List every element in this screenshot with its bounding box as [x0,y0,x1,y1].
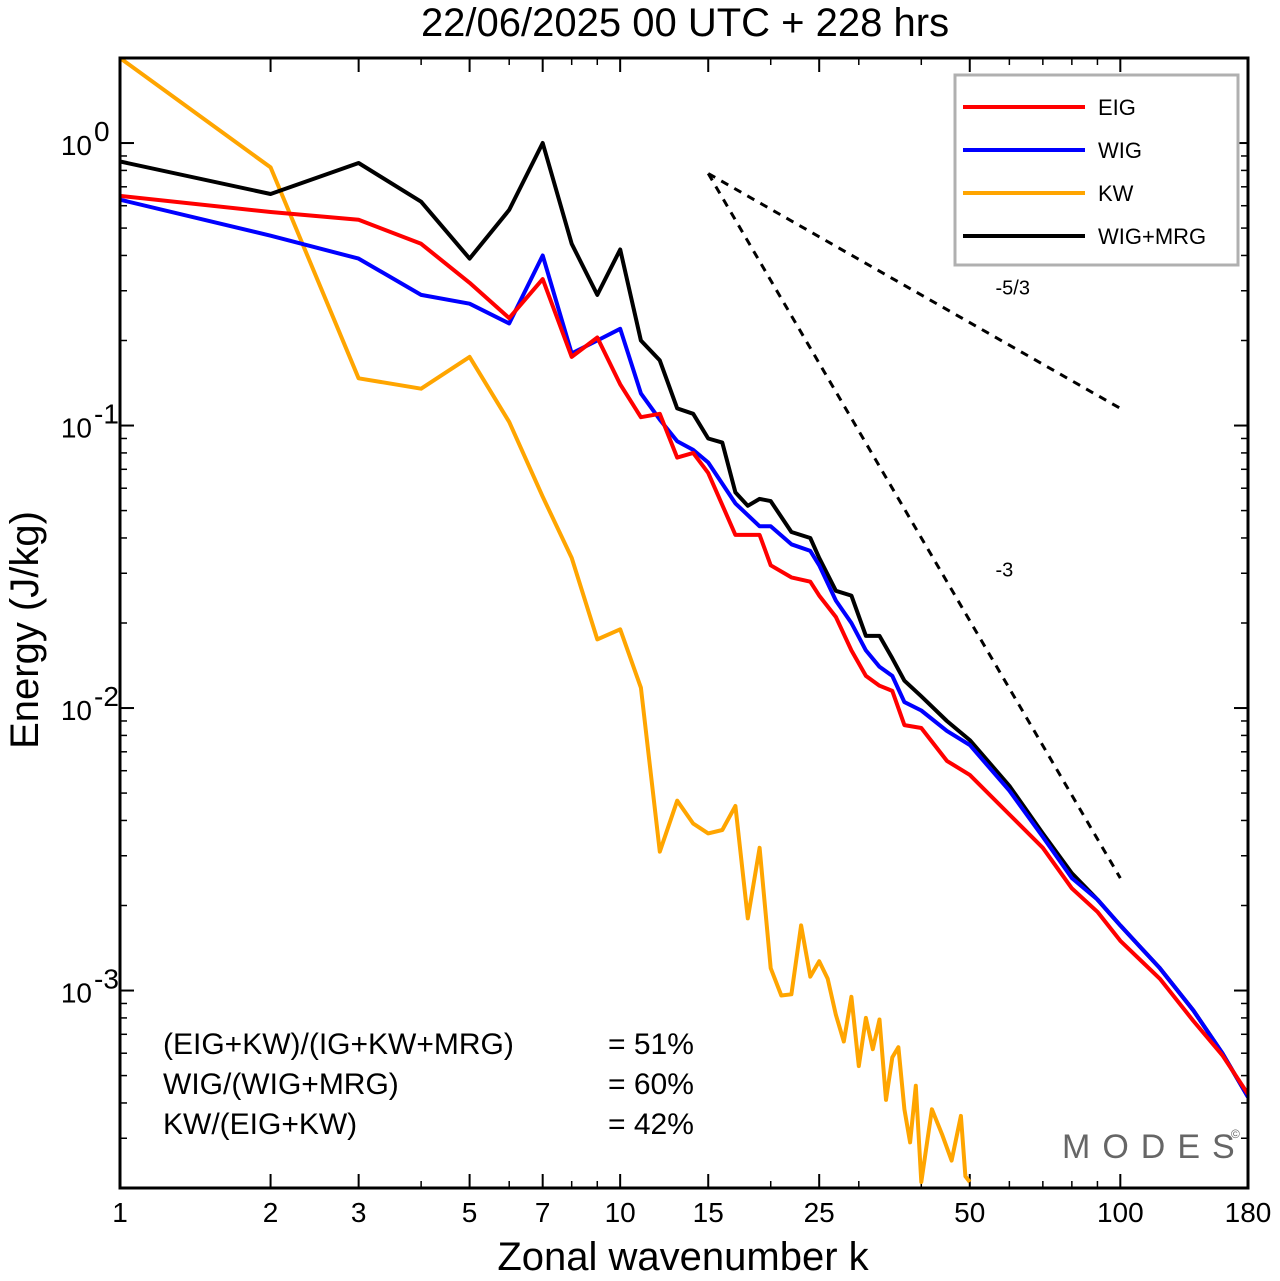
stat-value: = 51% [608,1028,694,1061]
y-tick-exponent: -1 [94,399,119,430]
x-tick-label: 50 [954,1197,985,1228]
stats-annotations: (EIG+KW)/(IG+KW+MRG) = 51% WIG/(WIG+MRG) = … [163,1028,694,1141]
plot-frame [118,56,1250,1190]
y-tick-label: 10 [61,413,92,444]
stat-value: = 60% [608,1068,694,1101]
logo-text: MODES [1062,1128,1247,1166]
legend-label: KW [1098,181,1134,206]
stat-label: WIG/(WIG+MRG) [163,1068,399,1101]
series-line-wig [120,197,1248,1099]
y-tick-label: 10 [61,130,92,161]
stat-value: = 42% [608,1108,694,1141]
chart-title: 22/06/2025 00 UTC + 228 hrs [421,1,949,45]
x-tick-label: 25 [804,1197,835,1228]
reference-slopes: -5/3 -3 [706,172,1122,879]
stat-label: (EIG+KW)/(IG+KW+MRG) [163,1028,514,1061]
x-tick-label: 7 [535,1197,551,1228]
legend-label: WIG [1098,138,1142,163]
y-axis-label: Energy (J/kg) [3,511,47,749]
legend-label: EIG [1098,95,1136,120]
reference-line [707,172,1122,410]
x-tick-label: 15 [693,1197,724,1228]
legend-label: WIG+MRG [1098,224,1206,249]
y-tick-exponent: -2 [94,681,119,712]
series-line-wig-mrg [120,141,1248,1099]
y-tick-label: 10 [61,978,92,1009]
x-tick-label: 100 [1097,1197,1144,1228]
y-tick-exponent: 0 [94,116,110,147]
legend: EIG WIG KW WIG+MRG [953,73,1240,267]
reference-line [706,172,1122,879]
modes-logo: MODES © [1062,1127,1247,1166]
x-tick-label: 180 [1225,1197,1272,1228]
y-tick-label: 10 [61,695,92,726]
series-lines [120,58,1248,1184]
reference-line-label: -3 [995,559,1013,581]
x-axis-label: Zonal wavenumber k [497,1235,869,1279]
reference-line-label: -5/3 [995,277,1029,299]
x-tick-label: 5 [462,1197,478,1228]
x-tick-label: 2 [263,1197,279,1228]
series-line-eig [120,193,1248,1096]
x-tick-label: 10 [605,1197,636,1228]
stat-label: KW/(EIG+KW) [163,1108,357,1141]
x-tick-label: 1 [112,1197,128,1228]
copyright-mark: © [1231,1127,1240,1141]
y-tick-exponent: -3 [94,964,119,995]
series-line-kw [120,58,972,1184]
x-tick-label: 3 [351,1197,367,1228]
